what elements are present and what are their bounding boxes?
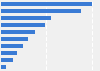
Bar — [1, 44, 23, 48]
Bar — [1, 37, 28, 41]
Bar — [1, 23, 45, 27]
Bar — [1, 2, 92, 6]
Bar — [1, 58, 13, 62]
Bar — [1, 16, 51, 20]
Bar — [1, 51, 17, 55]
Bar — [1, 30, 36, 34]
Bar — [1, 9, 81, 13]
Bar — [1, 65, 6, 69]
